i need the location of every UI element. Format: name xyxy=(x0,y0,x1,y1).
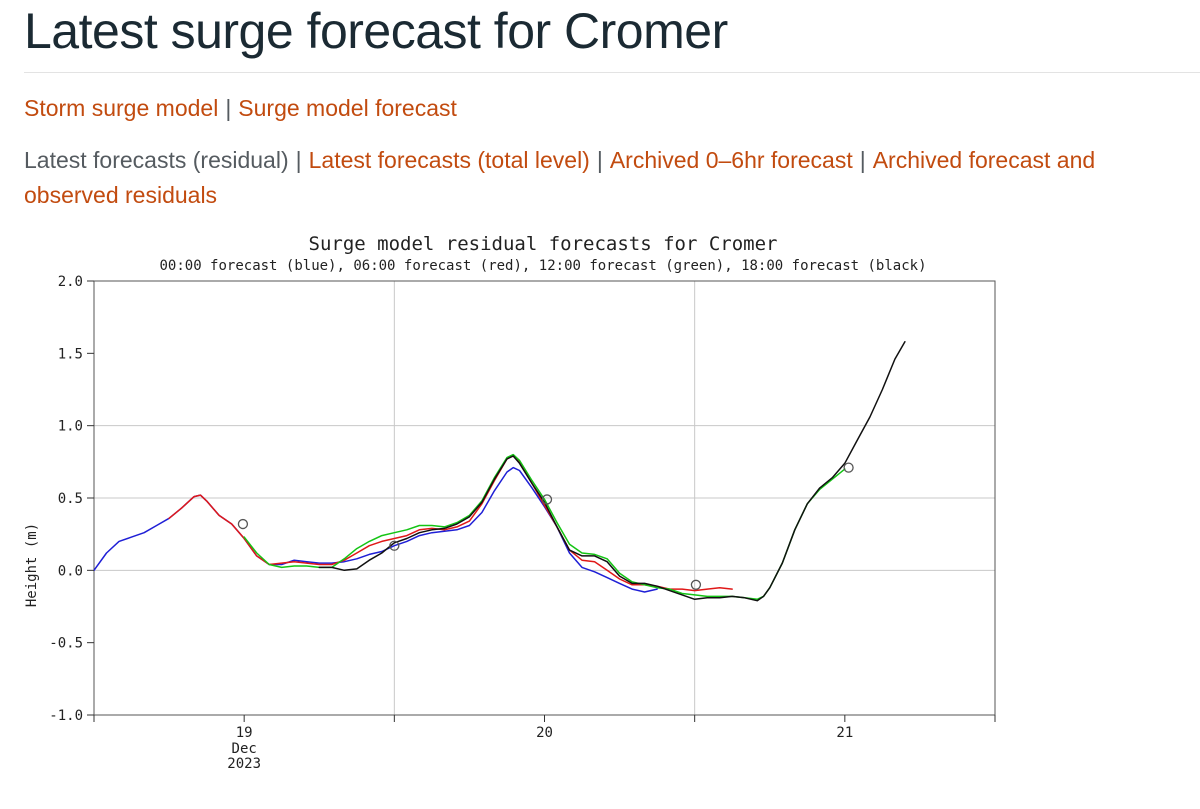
series-line-2 xyxy=(243,453,846,601)
x-tick-label: 21 xyxy=(836,725,853,741)
y-tick-label: 0.5 xyxy=(58,491,83,507)
forecast-start-marker xyxy=(843,462,854,473)
forecast-start-marker xyxy=(690,579,702,590)
series-line-3 xyxy=(318,341,906,602)
page-title: Latest surge forecast for Cromer xyxy=(24,3,728,59)
archived-forecast-observed-residuals-link[interactable]: Archived forecast and observed residuals xyxy=(24,147,1096,208)
x-date-sublabel: 2023 xyxy=(227,756,261,772)
forecast-start-marker xyxy=(389,540,400,551)
chart-subtitle: 00:00 forecast (blue), 06:00 forecast (r… xyxy=(159,258,926,274)
chart-markers-group xyxy=(237,462,854,590)
chart-title: Surge model residual forecasts for Crome… xyxy=(309,233,778,255)
y-axis-label: Height (m) xyxy=(24,523,40,607)
forecast-start-marker xyxy=(237,518,249,530)
forecast-start-marker xyxy=(541,494,553,505)
series-line-1 xyxy=(168,455,733,592)
latest-forecasts-total-level-link[interactable]: Latest forecasts (total level) xyxy=(308,147,590,173)
surge-model-forecast-link[interactable]: Surge model forecast xyxy=(238,95,457,121)
forecast-type-nav: Latest forecasts (residual) | Latest forec… xyxy=(24,143,1184,213)
surge-chart-container: Surge model residual forecasts for Crome… xyxy=(0,225,1010,785)
series-line-0 xyxy=(93,466,658,593)
x-tick-label: 19 xyxy=(236,725,253,741)
surge-residual-chart: Surge model residual forecasts for Crome… xyxy=(24,233,996,772)
current-view-label: Latest forecasts (residual) xyxy=(24,147,289,173)
y-tick-label: 0.0 xyxy=(58,563,83,579)
storm-surge-model-link[interactable]: Storm surge model xyxy=(24,95,219,121)
y-tick-label: -1.0 xyxy=(49,708,83,724)
y-tick-label: 1.5 xyxy=(58,346,83,362)
primary-breadcrumb-nav: Storm surge model | Surge model forecast xyxy=(24,91,457,126)
nav-separator: | xyxy=(295,147,302,173)
nav-separator: | xyxy=(596,147,603,173)
nav-separator: | xyxy=(225,95,232,121)
chart-grid xyxy=(94,281,995,715)
nav-separator: | xyxy=(859,147,866,173)
archived-0-6hr-forecast-link[interactable]: Archived 0–6hr forecast xyxy=(609,147,853,173)
x-tick-label: 20 xyxy=(536,725,553,741)
title-divider xyxy=(24,72,1200,73)
y-tick-label: -0.5 xyxy=(49,636,83,652)
chart-series-group xyxy=(93,341,906,602)
y-tick-label: 2.0 xyxy=(58,274,83,290)
x-date-sublabel: Dec xyxy=(232,741,257,757)
y-tick-label: 1.0 xyxy=(58,419,83,435)
